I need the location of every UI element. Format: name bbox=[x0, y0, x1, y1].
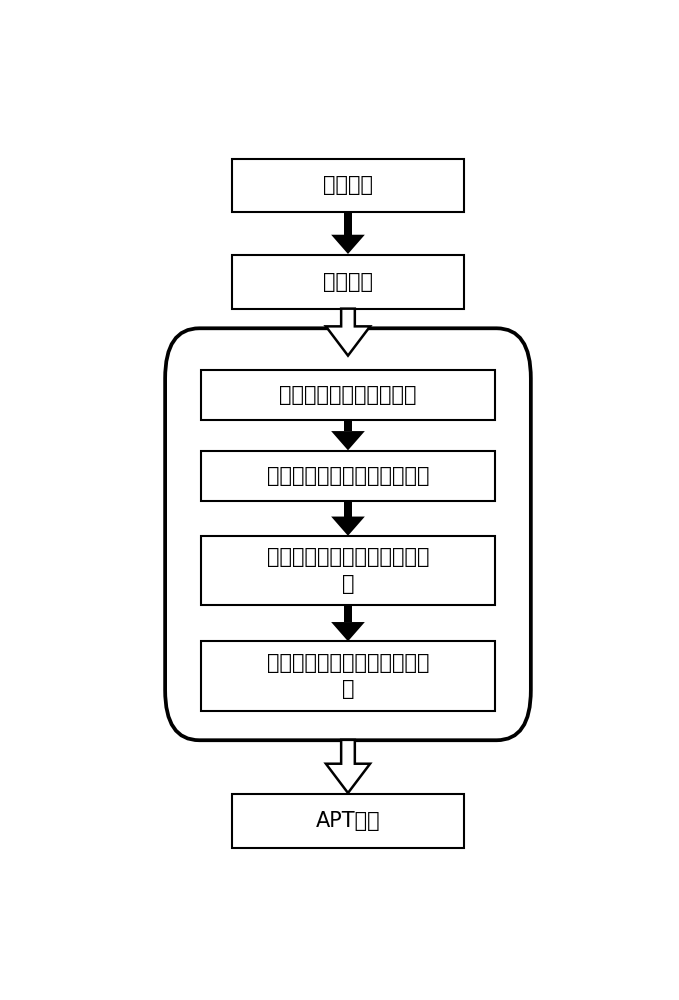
Text: 五轴多行侧鐵加工路径规划模
型: 五轴多行侧鐵加工路径规划模 型 bbox=[267, 653, 429, 699]
Text: 第二片目标曲面初始离散刀位: 第二片目标曲面初始离散刀位 bbox=[267, 466, 429, 486]
FancyBboxPatch shape bbox=[232, 158, 464, 212]
Polygon shape bbox=[331, 235, 365, 254]
FancyBboxPatch shape bbox=[232, 255, 464, 309]
Polygon shape bbox=[331, 622, 365, 641]
Polygon shape bbox=[344, 213, 352, 235]
FancyBboxPatch shape bbox=[201, 451, 496, 501]
Polygon shape bbox=[344, 420, 352, 431]
FancyBboxPatch shape bbox=[201, 370, 496, 420]
Polygon shape bbox=[326, 309, 370, 356]
FancyBboxPatch shape bbox=[232, 794, 464, 848]
Text: 第一片目标曲面刀路规划: 第一片目标曲面刀路规划 bbox=[279, 385, 417, 405]
Polygon shape bbox=[344, 501, 352, 517]
Polygon shape bbox=[331, 517, 365, 536]
FancyBboxPatch shape bbox=[165, 328, 531, 740]
FancyBboxPatch shape bbox=[201, 641, 496, 711]
Polygon shape bbox=[326, 740, 370, 793]
Polygon shape bbox=[331, 431, 365, 450]
Text: 第二片目标曲面初始刀具轴迹
面: 第二片目标曲面初始刀具轴迹 面 bbox=[267, 547, 429, 594]
Text: 设计曲面: 设计曲面 bbox=[323, 175, 373, 195]
Text: 分割曲面: 分割曲面 bbox=[323, 272, 373, 292]
Polygon shape bbox=[344, 605, 352, 622]
FancyBboxPatch shape bbox=[201, 536, 496, 605]
Text: APT文件: APT文件 bbox=[316, 811, 380, 831]
